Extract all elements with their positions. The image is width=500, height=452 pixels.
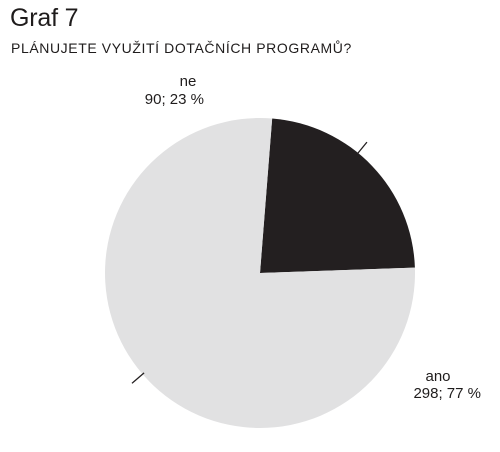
slice-label-ano: ano xyxy=(425,368,450,385)
figure-label: Graf 7 xyxy=(10,4,79,32)
pie-slices xyxy=(105,118,416,429)
leader-line-ne xyxy=(356,141,368,155)
chart-title: PLÁNUJETE VYUŽITÍ DOTAČNÍCH PROGRAMŮ? xyxy=(11,40,352,56)
leader-line-ano xyxy=(131,372,145,384)
slice-label-ne: ne xyxy=(180,73,197,90)
pie-slice-ano xyxy=(105,118,416,429)
slice-value-ano: 298; 77 % xyxy=(413,385,481,402)
pie-slice-ne xyxy=(260,118,415,273)
leader-lines xyxy=(131,141,368,384)
slice-value-ne: 90; 23 % xyxy=(145,91,204,108)
